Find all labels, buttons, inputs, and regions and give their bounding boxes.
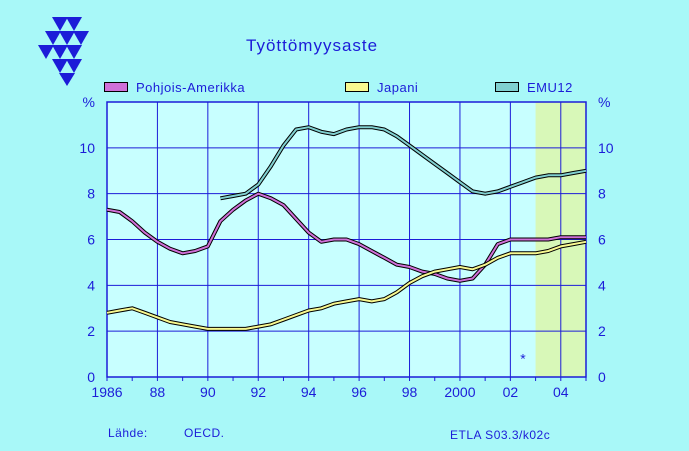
y-tick-label-left: 6 xyxy=(87,232,95,248)
x-tick-label: 94 xyxy=(301,384,317,400)
y-tick-label-left: 4 xyxy=(87,277,95,293)
legend-swatch xyxy=(495,82,519,92)
x-tick-label: 88 xyxy=(150,384,166,400)
x-tick-label: 90 xyxy=(200,384,216,400)
y-unit-left: % xyxy=(83,94,95,110)
y-tick-label-left: 2 xyxy=(87,323,95,339)
plot-area: 0 02 24 46 68 810 10% %1986 88 90 92 94 96 98 2000 02 04… xyxy=(79,94,613,400)
chart-code: ETLA S03.3/k02c xyxy=(450,428,551,442)
y-unit-right: % xyxy=(598,94,610,110)
legend-swatch xyxy=(345,82,369,92)
etla-logo xyxy=(38,17,89,86)
y-tick-label-left: 8 xyxy=(87,186,95,202)
plot-frame xyxy=(106,101,587,378)
y-tick-label-left: 10 xyxy=(79,140,95,156)
y-tick-label-right: 2 xyxy=(598,323,606,339)
x-tick-label: 2000 xyxy=(444,384,475,400)
y-tick-label-right: 0 xyxy=(598,369,606,385)
legend-item: EMU12 xyxy=(495,79,573,95)
x-tick-label: 04 xyxy=(553,384,569,400)
legend-label: Pohjois-Amerikka xyxy=(136,79,246,95)
source-label: Lähde: xyxy=(108,426,148,440)
legend-item: Pohjois-Amerikka xyxy=(104,79,246,95)
y-tick-label-left: 0 xyxy=(87,369,95,385)
legend-item: Japani xyxy=(345,79,419,95)
y-tick-label-right: 8 xyxy=(598,186,606,202)
series-line xyxy=(106,240,587,330)
y-tick-label-right: 4 xyxy=(598,277,606,293)
x-tick-label: 1986 xyxy=(91,384,122,400)
x-tick-label: 92 xyxy=(250,384,266,400)
x-tick-label: 96 xyxy=(351,384,367,400)
series-line xyxy=(220,126,587,200)
legend-label: EMU12 xyxy=(527,79,573,95)
y-tick-label-right: 10 xyxy=(598,140,614,156)
series-line xyxy=(106,192,586,282)
x-tick-label: 98 xyxy=(402,384,418,400)
forecast-marker: * xyxy=(520,350,526,366)
legend-label: Japani xyxy=(377,79,419,95)
chart-title: Työttömyysaste xyxy=(246,36,379,55)
legend-swatch xyxy=(104,82,128,92)
source-value: OECD. xyxy=(184,426,225,440)
y-tick-label-right: 6 xyxy=(598,232,606,248)
x-tick-label: 02 xyxy=(503,384,519,400)
